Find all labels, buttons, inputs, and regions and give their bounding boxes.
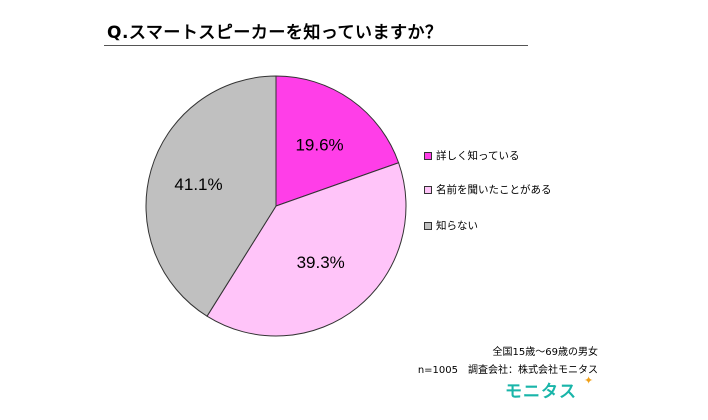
legend-label-heard: 名前を聞いたことがある: [436, 184, 552, 196]
chart-title: Q.スマートスピーカーを知っていますか？: [107, 23, 443, 43]
data-label-unknown: 41.1%: [174, 175, 222, 194]
data-label-detailed: 19.6%: [295, 135, 343, 154]
legend-swatch-detailed: [424, 151, 432, 160]
survey-notes: 全国15歳～69歳の男女 n=1005 調査会社：株式会社モニタス: [418, 344, 598, 380]
legend-item-heard: 名前を聞いたことがある: [424, 182, 552, 197]
legend-label-unknown: 知らない: [436, 220, 478, 232]
legend-item-detailed: 詳しく知っている: [424, 148, 519, 163]
title-underline: [104, 45, 528, 46]
legend-swatch-heard: [424, 185, 432, 194]
slice-unknown: [145, 75, 277, 317]
survey-target: 全国15歳～69歳の男女: [492, 347, 598, 358]
data-label-heard: 39.3%: [297, 253, 345, 272]
logo-star-icon: ✦: [584, 374, 594, 387]
monitas-logo: モニタス: [505, 382, 577, 402]
legend-swatch-unknown: [424, 221, 432, 230]
slice-heard: [206, 162, 407, 337]
legend-label-detailed: 詳しく知っている: [436, 150, 520, 162]
survey-source: n=1005 調査会社：株式会社モニタス: [417, 365, 598, 376]
legend-item-unknown: 知らない: [424, 218, 478, 233]
